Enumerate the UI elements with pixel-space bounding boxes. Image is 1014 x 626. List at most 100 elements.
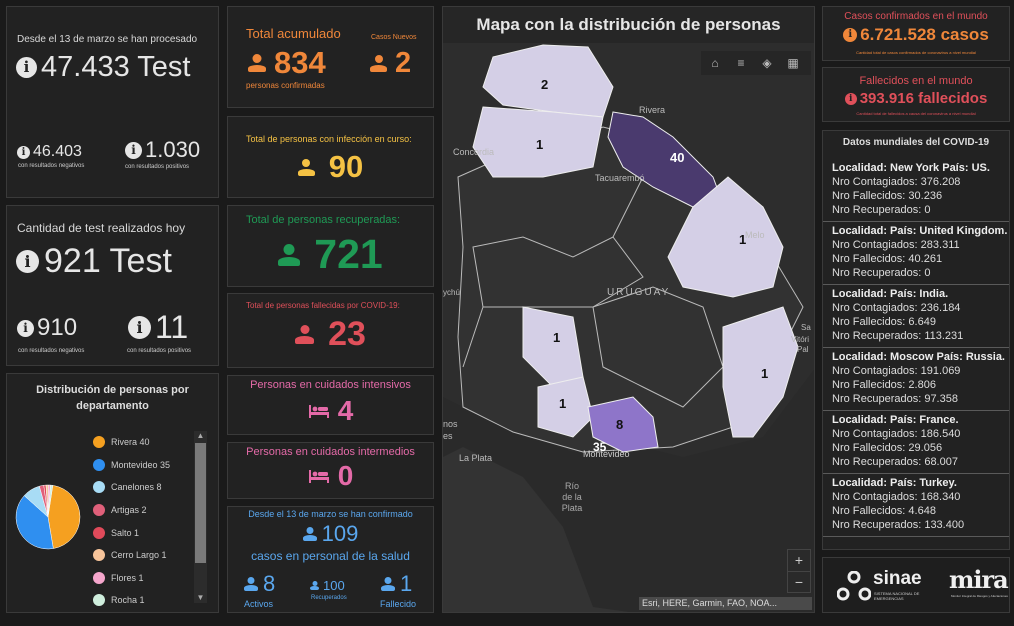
sinae-logo-icon bbox=[837, 571, 871, 601]
layers-icon[interactable]: ◈ bbox=[762, 56, 772, 70]
tests-processed-label: Desde el 13 de marzo se han procesado bbox=[17, 34, 198, 45]
list-item-recuperados: Nro Recuperados: 0 bbox=[832, 267, 931, 279]
person-icon bbox=[381, 577, 395, 591]
map-count: 1 bbox=[553, 330, 561, 345]
region-san-jose bbox=[537, 376, 594, 438]
info-icon: i bbox=[17, 319, 34, 337]
accum-row: 834 bbox=[248, 45, 326, 81]
info-icon: i bbox=[17, 145, 30, 159]
region-cerro-largo bbox=[667, 176, 784, 298]
legend-item[interactable]: Artigas 2 bbox=[93, 499, 193, 522]
legend-scrollbar[interactable]: ▲ ▼ bbox=[194, 431, 207, 603]
legend-dot bbox=[93, 594, 105, 607]
intermediate-label: Personas en cuidados intermedios bbox=[246, 446, 415, 458]
list-item-place: Localidad: País: United Kingdom. bbox=[832, 225, 1008, 237]
map-count: 1 bbox=[761, 366, 769, 381]
map-canvas[interactable] bbox=[443, 7, 815, 613]
legend-item[interactable]: Cerro Largo 1 bbox=[93, 544, 193, 567]
list-item-recuperados: Nro Recuperados: 133.400 bbox=[832, 519, 965, 531]
world-confirmed-label: Casos confirmados en el mundo bbox=[844, 11, 988, 22]
list-item: Localidad: País: Turkey. Nro Contagiados:… bbox=[823, 474, 1009, 537]
map-attribution[interactable]: Esri, HERE, Garmin, FAO, NOA... bbox=[639, 597, 812, 610]
tests-today-negative-row: i 910 bbox=[17, 314, 77, 342]
legend-item[interactable]: Canelones 8 bbox=[93, 476, 193, 499]
health-since-label: Desde el 13 de marzo se han confirmado bbox=[248, 509, 413, 519]
legend-item[interactable]: Rivera 40 bbox=[93, 431, 193, 454]
basemap-gallery-icon[interactable]: ▦ bbox=[787, 56, 799, 70]
legend-label: Montevideo 35 bbox=[111, 459, 171, 470]
tests-negative-row: i 46.403 bbox=[17, 143, 82, 161]
tests-negative-value: 46.403 bbox=[33, 143, 82, 160]
list-item-contagiados: Nro Contagiados: 191.069 bbox=[832, 365, 961, 377]
list-item-fallecidos: Nro Fallecidos: 4.648 bbox=[832, 505, 936, 517]
legend-item[interactable]: Salto 1 bbox=[93, 521, 193, 544]
list-item-contagiados: Nro Contagiados: 186.540 bbox=[832, 428, 961, 440]
map-count: 1 bbox=[739, 232, 747, 247]
map-count: 8 bbox=[616, 417, 624, 432]
new-label: Casos Nuevos bbox=[371, 34, 417, 41]
intermediate-row: 0 bbox=[228, 460, 433, 492]
recovered-label: Total de personas recuperadas: bbox=[246, 214, 401, 226]
list-item: Localidad: País: United Kingdom. Nro Cont… bbox=[823, 222, 1009, 285]
pie-chart[interactable] bbox=[13, 482, 83, 552]
legend-label: Artigas 2 bbox=[111, 505, 147, 516]
legend-item[interactable]: Rocha 1 bbox=[93, 589, 193, 612]
list-item-fallecidos: Nro Fallecidos: 30.236 bbox=[832, 190, 943, 202]
icu-label: Personas en cuidados intensivos bbox=[250, 379, 411, 391]
list-item-recuperados: Nro Recuperados: 68.007 bbox=[832, 456, 958, 468]
active-row: 90 bbox=[228, 149, 433, 185]
person-icon bbox=[297, 158, 315, 176]
map-place-label: Melo bbox=[745, 230, 765, 240]
legend-dot bbox=[93, 571, 105, 584]
pie-slice[interactable] bbox=[15, 495, 54, 550]
world-deaths-sub: Cantidad total de fallecidos a causa del… bbox=[856, 111, 976, 116]
map-place-label: La Plata bbox=[459, 453, 493, 463]
scroll-down-icon[interactable]: ▼ bbox=[196, 593, 205, 602]
list-icon[interactable]: ≡ bbox=[737, 56, 745, 70]
legend-item[interactable]: Montevideo 35 bbox=[93, 454, 193, 477]
scroll-up-icon[interactable]: ▲ bbox=[196, 431, 205, 440]
list-item-place: Localidad: País: Turkey. bbox=[832, 477, 957, 489]
world-list-panel: Datos mundiales del COVID-19 Localidad: … bbox=[822, 130, 1010, 550]
legend-dot bbox=[93, 436, 105, 449]
legend-label: Rocha 1 bbox=[111, 595, 145, 606]
health-deceased-value: 1 bbox=[400, 571, 413, 596]
tests-processed-panel: Desde el 13 de marzo se han procesado i … bbox=[6, 6, 219, 198]
world-list[interactable]: Localidad: New York País: US. Nro Contagi… bbox=[823, 159, 1009, 549]
zoom-in-button[interactable]: + bbox=[788, 550, 810, 572]
zoom-out-button[interactable]: − bbox=[794, 574, 804, 590]
map-place-label: Montevideo bbox=[583, 449, 630, 459]
deceased-label: Total de personas fallecidas por COVID-1… bbox=[246, 301, 400, 310]
deceased-row: 23 bbox=[228, 315, 433, 354]
list-item: Localidad: New York País: US. Nro Contagi… bbox=[823, 159, 1009, 222]
scroll-thumb[interactable] bbox=[195, 443, 206, 563]
list-item-contagiados: Nro Contagiados: 376.208 bbox=[832, 176, 961, 188]
world-deaths-row: i 393.916 fallecidos bbox=[823, 90, 1009, 107]
home-icon[interactable]: ⌂ bbox=[711, 56, 719, 70]
legend-dot bbox=[93, 504, 105, 517]
active-value: 90 bbox=[328, 149, 364, 184]
legend-dot bbox=[93, 549, 105, 562]
legend-label: Rivera 40 bbox=[111, 437, 150, 448]
bed-icon bbox=[308, 470, 329, 483]
pie-slice[interactable] bbox=[47, 485, 81, 549]
health-deceased-row: 1 bbox=[381, 571, 412, 597]
tests-today-negative-label: con resultados negativos bbox=[18, 348, 85, 354]
deceased-panel: Total de personas fallecidas por COVID-1… bbox=[227, 293, 434, 368]
info-icon: i bbox=[16, 57, 37, 78]
map-edge-label: ychú bbox=[443, 288, 460, 297]
person-icon bbox=[310, 581, 319, 590]
person-icon bbox=[248, 54, 266, 72]
map-place-label: Concordia bbox=[453, 147, 495, 157]
deceased-value: 23 bbox=[328, 315, 366, 353]
legend-item[interactable]: Flores 1 bbox=[93, 567, 193, 590]
tests-positive-value: 1.030 bbox=[145, 137, 201, 162]
pie-slice[interactable] bbox=[47, 484, 54, 518]
list-item-fallecidos: Nro Fallecidos: 40.261 bbox=[832, 253, 943, 265]
legend-label: Flores 1 bbox=[111, 572, 144, 583]
map-count: 1 bbox=[559, 396, 567, 411]
tests-negative-label: con resultados negativos bbox=[18, 163, 85, 169]
map-water-label: Río de la Plata bbox=[561, 481, 583, 513]
tests-today-value: 921 Test bbox=[44, 242, 172, 280]
map-count: 40 bbox=[670, 150, 685, 165]
